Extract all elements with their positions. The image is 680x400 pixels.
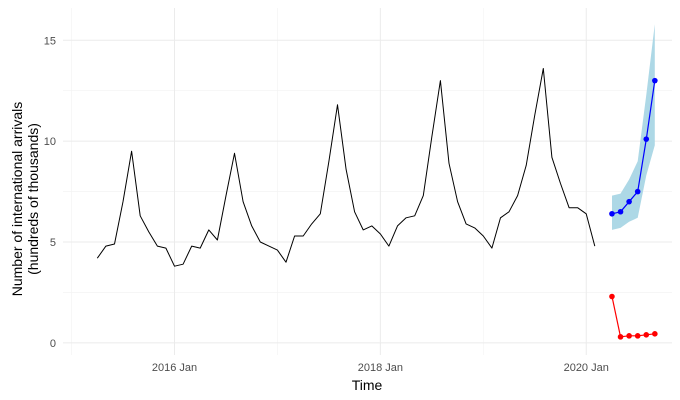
forecast-lower-point [652, 331, 658, 337]
x-tick-label: 2018 Jan [358, 362, 403, 374]
y-axis-title-line-2: (hundreds of thousands) [25, 123, 41, 275]
forecast-lower-series-line [611, 296, 655, 338]
grid-minor [63, 8, 672, 355]
y-tick-label: 0 [50, 338, 56, 350]
y-tick-label: 15 [44, 35, 56, 47]
forecast-upper-point [652, 77, 658, 84]
forecast-upper-point [617, 208, 624, 215]
x-tick-labels: 2016 Jan 2018 Jan 2020 Jan [152, 362, 609, 374]
forecast-lower-point [609, 293, 615, 300]
series-points [609, 77, 658, 340]
forecast-lower-point [643, 332, 650, 338]
forecast-upper-point [634, 188, 641, 195]
y-tick-label: 10 [44, 136, 56, 148]
x-tick-label: 2016 Jan [152, 362, 197, 374]
observed-series-line [96, 68, 596, 267]
x-axis-title: Time [352, 377, 383, 393]
forecast-lower-point [626, 333, 632, 339]
prediction-interval-band [612, 24, 655, 230]
prediction-intervals [612, 24, 655, 230]
y-axis-title-line-1: Number of international arrivals [9, 102, 25, 297]
forecast-upper-point [643, 136, 650, 142]
series-lines [96, 68, 656, 338]
y-tick-labels: 0 5 10 15 [44, 35, 56, 350]
forecast-upper-point [609, 210, 615, 217]
x-tick-label: 2020 Jan [564, 362, 609, 374]
forecast-upper-point [626, 198, 632, 205]
forecast-lower-point [617, 334, 624, 340]
grid-major [63, 8, 672, 355]
y-tick-label: 5 [50, 237, 56, 249]
forecast-lower-point [634, 333, 641, 339]
